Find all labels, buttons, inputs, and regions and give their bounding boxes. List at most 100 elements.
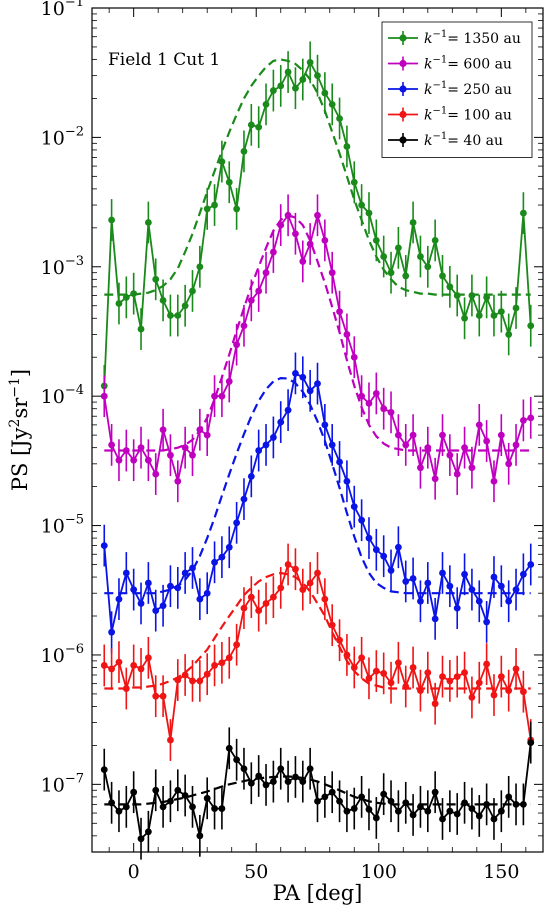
data-point [100,766,108,774]
y-tick-label: 10−6 [41,642,84,667]
data-point [365,534,373,542]
data-point [402,578,410,585]
data-point [387,679,395,687]
data-point [402,799,410,807]
data-point [519,800,527,808]
data-point [446,283,454,291]
data-point [409,664,417,671]
data-point [380,790,388,798]
data-point [269,87,277,94]
data-point [336,308,343,316]
data-point [512,800,520,808]
data-point [247,296,255,304]
data-point [468,464,476,472]
data-point [350,805,358,812]
data-point [314,72,321,80]
data-point [512,586,520,593]
data-point [497,308,505,316]
data-point [439,272,446,280]
data-point [262,600,270,607]
data-point [115,595,123,603]
data-point [483,293,491,301]
data-point [336,115,343,122]
data-point [284,778,292,786]
data-point [159,692,167,700]
data-point [402,272,410,280]
data-point [292,230,299,238]
data-point [144,219,152,226]
data-point [483,800,491,808]
data-point [196,832,204,840]
data-point [343,651,351,659]
data-point [211,662,218,669]
y-tick-label: 10−1 [41,0,84,20]
legend-label: k−1= 40 au [424,131,503,149]
data-point [108,216,116,224]
data-point [152,692,160,700]
data-point [306,387,314,395]
data-point [306,58,314,66]
data-point [372,667,380,675]
data-point [505,687,513,695]
data-point [475,421,483,429]
data-point [122,569,130,577]
legend-label: k−1= 250 au [424,80,512,98]
legend-label: k−1= 1350 au [424,29,521,47]
series-group [100,194,535,503]
data-point [233,341,241,349]
legend-marker [399,85,407,93]
data-point [108,628,116,636]
data-point [439,815,446,823]
data-point [181,302,189,310]
data-point [358,793,366,801]
data-point [108,799,116,807]
data-point [409,431,417,439]
data-point [122,803,130,811]
data-point [350,664,358,671]
data-point [269,434,277,441]
data-point [137,665,145,673]
data-point [328,100,336,108]
x-tick-label: 50 [244,861,268,883]
data-point [269,248,277,256]
data-point [292,565,299,573]
data-point [174,786,182,794]
data-point [519,570,527,578]
data-point [203,431,211,439]
data-point [497,807,505,815]
data-point [137,325,145,333]
data-point [159,803,167,811]
data-point [483,660,491,668]
data-point [387,269,395,277]
data-point [240,322,248,330]
data-point [196,263,204,271]
data-point [144,456,152,464]
y-tick-label: 10−2 [41,124,84,149]
y-tick-label: 10−4 [41,383,84,408]
y-axis-label: PS [Jy2sr−1] [7,369,32,491]
data-point [343,477,351,485]
data-point [262,100,270,108]
data-point [358,654,366,662]
data-point [446,451,454,459]
data-point [387,408,395,416]
data-point [167,582,174,590]
data-point [394,244,402,252]
data-point [247,779,255,787]
y-tick-label: 10−5 [41,513,84,538]
data-point [490,573,498,581]
data-point [196,595,204,603]
plot-frame [91,7,544,853]
data-point [218,553,226,561]
legend-marker [399,34,407,42]
data-point [255,123,263,131]
data-point [189,564,196,572]
data-point [394,659,402,667]
data-point [417,597,424,605]
data-point [211,805,218,812]
data-point [144,579,152,587]
data-point [152,275,160,283]
data-point [417,687,424,695]
data-point [387,797,395,805]
